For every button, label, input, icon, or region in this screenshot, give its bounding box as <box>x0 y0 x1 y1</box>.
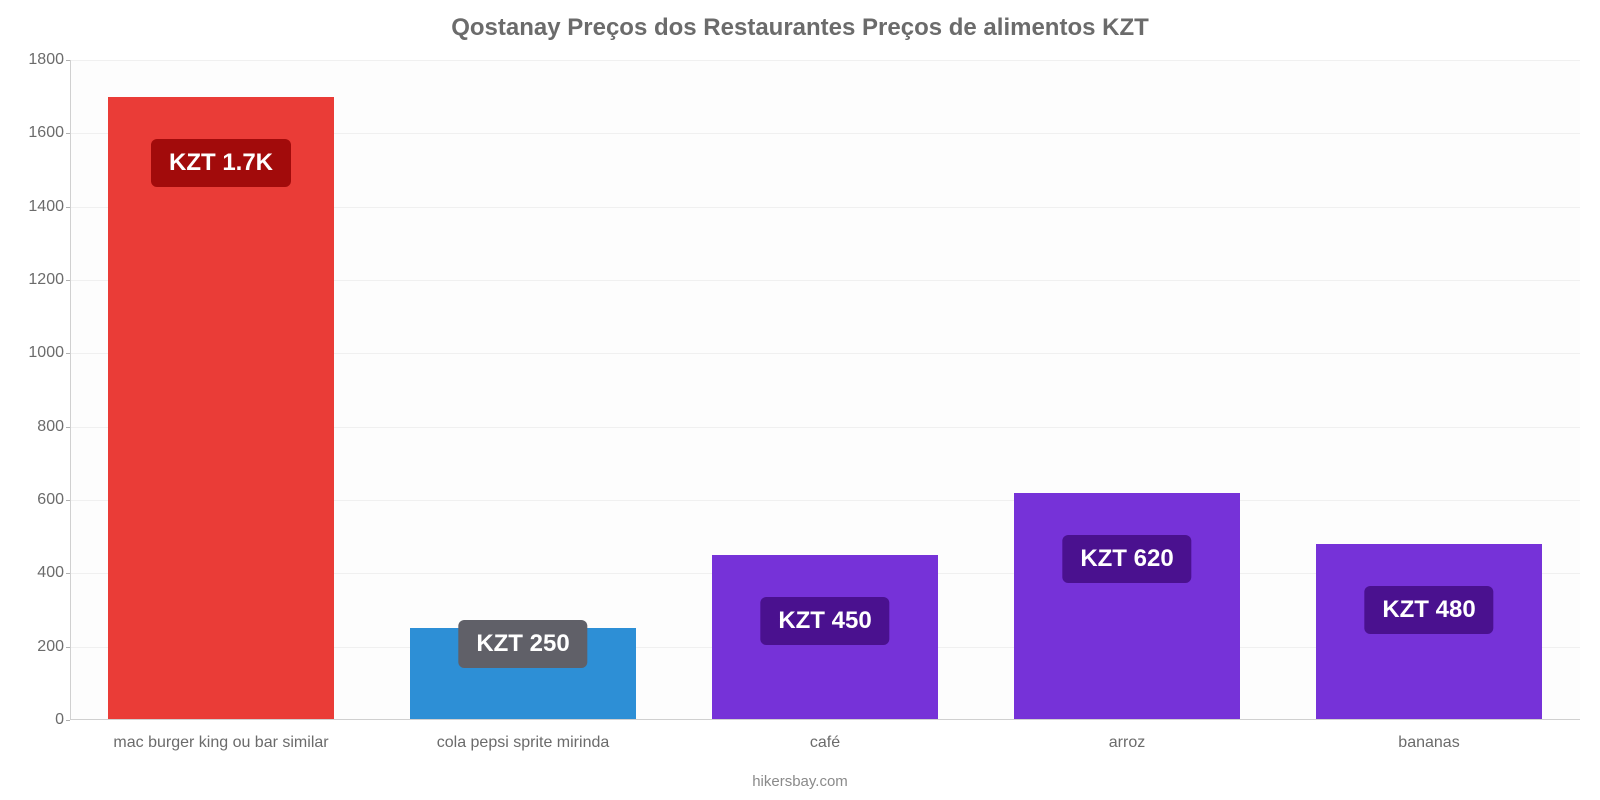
source-label: hikersbay.com <box>0 773 1600 790</box>
xtick-label: cola pepsi sprite mirinda <box>437 734 610 752</box>
x-axis-line <box>70 719 1580 720</box>
plot-area: KZT 1.7K KZT 250 KZT 450 KZT 620 KZT 480 <box>70 60 1580 720</box>
ytick-label: 400 <box>4 564 64 582</box>
chart-title: Qostanay Preços dos Restaurantes Preços … <box>0 14 1600 42</box>
ytick-label: 1200 <box>4 271 64 289</box>
ytick-label: 0 <box>4 711 64 729</box>
value-badge: KZT 1.7K <box>151 139 291 187</box>
xtick-label: arroz <box>1109 734 1145 752</box>
y-axis-line <box>70 60 71 720</box>
value-badge: KZT 620 <box>1062 535 1191 583</box>
bar <box>108 97 335 720</box>
xtick-label: café <box>810 734 840 752</box>
bars: KZT 1.7K KZT 250 KZT 450 KZT 620 KZT 480 <box>70 60 1580 720</box>
xtick-label: bananas <box>1398 734 1459 752</box>
value-badge: KZT 450 <box>760 597 889 645</box>
value-badge: KZT 480 <box>1364 586 1493 634</box>
ytick-label: 200 <box>4 638 64 656</box>
ytick-label: 1600 <box>4 124 64 142</box>
xtick-label: mac burger king ou bar similar <box>113 734 328 752</box>
ytick-label: 1400 <box>4 198 64 216</box>
ytick-label: 1800 <box>4 51 64 69</box>
bar <box>1014 493 1241 720</box>
ytick-label: 800 <box>4 418 64 436</box>
value-badge: KZT 250 <box>458 620 587 668</box>
ytick-mark <box>66 720 70 721</box>
ytick-label: 1000 <box>4 344 64 362</box>
ytick-label: 600 <box>4 491 64 509</box>
price-chart: Qostanay Preços dos Restaurantes Preços … <box>0 0 1600 800</box>
